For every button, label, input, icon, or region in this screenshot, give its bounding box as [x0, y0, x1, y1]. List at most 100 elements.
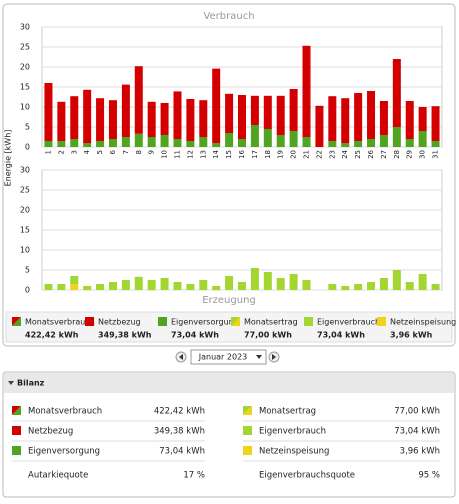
- bar: [315, 105, 324, 147]
- legend-value: 77,00 kWh: [244, 331, 292, 340]
- bar: [83, 143, 92, 147]
- bar: [354, 93, 363, 141]
- bar: [147, 280, 156, 290]
- bilanz-value: 349,38 kWh: [154, 427, 205, 437]
- bar: [212, 143, 221, 147]
- bar: [44, 141, 53, 147]
- x-tick-label: 24: [341, 149, 349, 158]
- bar: [354, 284, 363, 290]
- bar: [392, 127, 401, 147]
- bar: [160, 135, 169, 147]
- bar: [250, 95, 259, 125]
- bar: [238, 139, 246, 147]
- bar: [263, 129, 272, 147]
- bar: [392, 59, 401, 127]
- bar: [367, 91, 376, 139]
- x-tick-label: 19: [277, 150, 285, 159]
- bar: [96, 141, 105, 147]
- legend-value: 73,04 kWh: [317, 331, 365, 340]
- bilanz-value: 17 %: [183, 471, 205, 481]
- y-tick-label: 0: [25, 286, 30, 295]
- x-tick-label: 1: [44, 150, 52, 154]
- y-tick-label: 15: [20, 83, 30, 92]
- bar: [379, 278, 388, 290]
- bar: [302, 45, 311, 137]
- legend-icon: [85, 317, 94, 326]
- y-tick-label: 0: [25, 143, 30, 152]
- legend-icon: [231, 317, 240, 326]
- bilanz-title: Bilanz: [17, 379, 45, 388]
- bilanz-value: 422,42 kWh: [154, 407, 205, 417]
- x-tick-label: 20: [290, 150, 298, 159]
- bar: [212, 286, 221, 290]
- bar: [276, 95, 285, 135]
- legend-icon: [377, 317, 386, 326]
- x-tick-label: 7: [122, 150, 130, 154]
- bar: [147, 137, 156, 147]
- bilanz-header[interactable]: [4, 373, 454, 393]
- legend-icon: [12, 406, 21, 415]
- x-tick-label: 28: [393, 150, 401, 159]
- legend-label: Eigenversorgung: [171, 318, 239, 327]
- x-tick-label: 17: [251, 150, 259, 159]
- bar: [160, 278, 169, 290]
- bar: [418, 274, 427, 290]
- period-select[interactable]: [190, 349, 267, 365]
- bar: [341, 143, 350, 147]
- y-tick-label: 10: [20, 246, 30, 255]
- legend-label: Monatsverbrauch: [25, 318, 95, 327]
- collapse-icon: [8, 381, 14, 385]
- bilanz-label: Eigenverbrauch: [259, 427, 326, 437]
- x-tick-label: 23: [328, 150, 336, 159]
- bar: [186, 284, 195, 290]
- bar: [134, 133, 143, 147]
- bar: [173, 91, 182, 139]
- bar: [354, 141, 363, 147]
- bar: [173, 139, 182, 147]
- bar: [225, 276, 234, 290]
- bar: [431, 284, 440, 290]
- y-tick-label: 20: [20, 63, 30, 72]
- x-tick-label: 6: [109, 149, 117, 154]
- bar: [289, 131, 298, 147]
- legend-icon: [12, 426, 21, 435]
- bar: [367, 139, 376, 147]
- x-tick-label: 16: [238, 149, 246, 158]
- bar: [70, 139, 79, 147]
- x-tick-label: 27: [380, 150, 388, 159]
- bar: [70, 276, 79, 284]
- x-tick-label: 31: [432, 150, 440, 159]
- bar: [276, 135, 285, 147]
- bar: [328, 141, 337, 147]
- prev-icon: [179, 354, 183, 360]
- bar: [263, 272, 272, 290]
- bar: [341, 286, 350, 290]
- bar: [160, 103, 169, 135]
- bilanz-label: Netzbezug: [28, 427, 73, 437]
- bar: [238, 95, 246, 139]
- bilanz-label: Eigenversorgung: [28, 447, 100, 457]
- x-tick-label: 10: [161, 150, 169, 159]
- bar: [96, 284, 105, 290]
- next-icon: [272, 354, 276, 360]
- y-tick-label: 25: [20, 43, 30, 52]
- bar: [431, 141, 440, 147]
- bar: [418, 131, 427, 147]
- bar: [121, 280, 130, 290]
- bar: [134, 276, 143, 290]
- bar: [431, 106, 440, 141]
- bar: [405, 139, 414, 147]
- bar: [57, 284, 66, 290]
- bar: [367, 282, 376, 290]
- bar: [276, 278, 285, 290]
- legend-value: 422,42 kWh: [25, 331, 79, 340]
- bar: [108, 139, 117, 147]
- bilanz-value: 77,00 kWh: [394, 407, 440, 417]
- x-tick-label: 4: [83, 149, 91, 154]
- bilanz-label: Autarkiequote: [28, 471, 88, 481]
- y-tick-label: 20: [20, 206, 30, 215]
- bar: [328, 96, 337, 141]
- bar: [108, 282, 117, 290]
- legend-label: Netzbezug: [98, 318, 141, 327]
- y-tick-label: 30: [20, 23, 30, 32]
